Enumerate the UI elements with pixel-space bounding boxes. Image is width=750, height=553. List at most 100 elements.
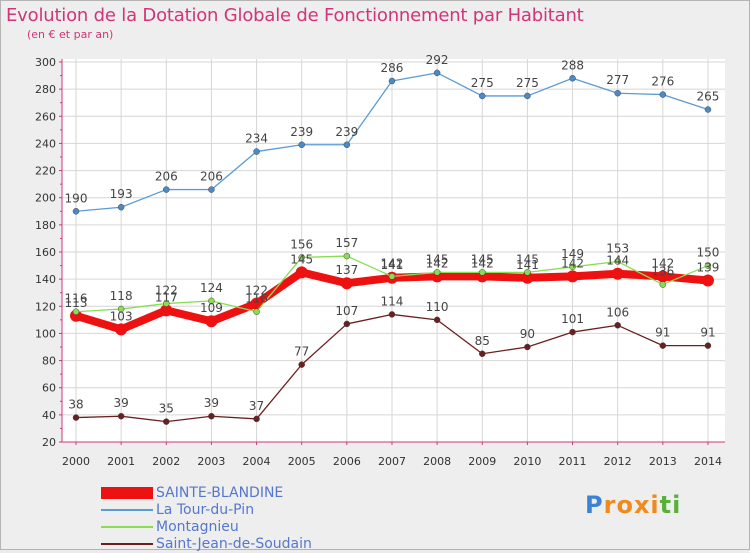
- legend-swatch: [101, 526, 153, 528]
- data-label: 142: [651, 256, 674, 270]
- data-point: [569, 263, 576, 271]
- data-point: [388, 77, 396, 85]
- logo-letter: t: [659, 491, 673, 519]
- legend-swatch: [101, 509, 153, 511]
- data-point: [614, 322, 621, 329]
- data-label: 193: [110, 187, 133, 201]
- data-point: [433, 269, 441, 276]
- data-label: 113: [65, 296, 88, 310]
- data-label: 234: [245, 132, 268, 146]
- data-label: 149: [561, 247, 584, 261]
- data-point: [701, 274, 714, 287]
- data-point: [340, 277, 353, 290]
- data-point: [160, 304, 173, 317]
- data-label: 292: [426, 53, 449, 67]
- y-tick-label: 200: [35, 192, 56, 205]
- data-label: 103: [110, 309, 133, 323]
- x-tick-label: 2006: [333, 455, 361, 468]
- legend-label: La Tour-du-Pin: [156, 502, 255, 518]
- data-label: 145: [426, 252, 449, 266]
- data-label: 110: [426, 300, 449, 314]
- data-label: 239: [335, 125, 358, 139]
- data-label: 116: [65, 292, 88, 306]
- data-label: 101: [561, 312, 584, 326]
- x-tick-label: 2013: [649, 455, 677, 468]
- logo-letter: i: [650, 491, 660, 519]
- data-point: [659, 342, 667, 349]
- data-point: [614, 89, 621, 97]
- data-point: [295, 266, 308, 279]
- data-point: [566, 270, 579, 283]
- data-label: 275: [471, 76, 494, 90]
- logo-letter: P: [585, 491, 604, 519]
- data-point: [117, 203, 125, 211]
- x-tick-label: 2000: [62, 455, 90, 468]
- data-point: [253, 148, 260, 155]
- data-label: 276: [651, 75, 674, 89]
- data-label: 265: [697, 90, 720, 104]
- data-point: [569, 328, 576, 336]
- y-tick-label: 300: [35, 56, 56, 69]
- legend-label: SAINTE-BLANDINE: [156, 485, 284, 501]
- data-point: [479, 350, 486, 358]
- data-label: 206: [200, 170, 223, 184]
- data-label: 109: [200, 301, 223, 315]
- data-label: 117: [155, 290, 178, 304]
- y-tick-label: 100: [35, 327, 56, 340]
- data-label: 116: [245, 292, 268, 306]
- data-label: 35: [159, 402, 174, 416]
- data-label: 122: [245, 284, 268, 298]
- y-tick-label: 160: [35, 246, 56, 259]
- data-point: [72, 414, 80, 421]
- data-label: 141: [516, 258, 539, 272]
- data-point: [163, 418, 170, 425]
- y-tick-label: 40: [42, 409, 56, 422]
- data-label: 145: [290, 252, 313, 266]
- data-point: [253, 415, 260, 423]
- x-tick-label: 2004: [243, 455, 271, 468]
- data-point: [659, 91, 667, 98]
- data-point: [479, 269, 486, 276]
- data-point: [343, 252, 351, 260]
- logo-letter: r: [603, 491, 617, 519]
- data-label: 39: [113, 396, 128, 410]
- x-tick-label: 2008: [423, 455, 451, 468]
- data-label: 277: [606, 73, 629, 87]
- data-point: [704, 342, 712, 349]
- data-label: 275: [516, 76, 539, 90]
- x-tick-label: 2001: [107, 455, 135, 468]
- data-label: 141: [381, 258, 404, 272]
- data-label: 142: [471, 256, 494, 270]
- data-label: 39: [204, 396, 219, 410]
- logo-letter: x: [633, 491, 651, 519]
- data-label: 106: [606, 305, 629, 319]
- data-label: 118: [110, 289, 133, 303]
- data-point: [250, 297, 263, 310]
- data-point: [611, 267, 624, 280]
- chart-title: Evolution de la Dotation Globale de Fonc…: [6, 5, 584, 26]
- data-label: 91: [700, 326, 715, 340]
- data-point: [704, 262, 712, 269]
- y-tick-label: 80: [42, 355, 56, 368]
- data-label: 144: [606, 254, 629, 268]
- data-label: 37: [249, 399, 264, 413]
- data-point: [388, 311, 396, 318]
- data-label: 286: [381, 61, 404, 75]
- data-label: 150: [697, 246, 720, 260]
- data-point: [433, 316, 441, 324]
- data-label: 145: [471, 252, 494, 266]
- data-point: [205, 315, 218, 328]
- y-tick-label: 260: [35, 110, 56, 123]
- data-label: 90: [520, 327, 535, 341]
- data-point: [704, 106, 712, 113]
- data-label: 145: [516, 252, 539, 266]
- data-point: [656, 270, 669, 283]
- logo-letter: o: [616, 491, 634, 519]
- data-label: 153: [606, 242, 629, 256]
- data-point: [72, 208, 80, 215]
- data-label: 156: [290, 237, 313, 251]
- x-tick-label: 2002: [152, 455, 180, 468]
- data-label: 190: [65, 191, 88, 205]
- data-point: [253, 308, 260, 315]
- data-label: 139: [697, 261, 720, 275]
